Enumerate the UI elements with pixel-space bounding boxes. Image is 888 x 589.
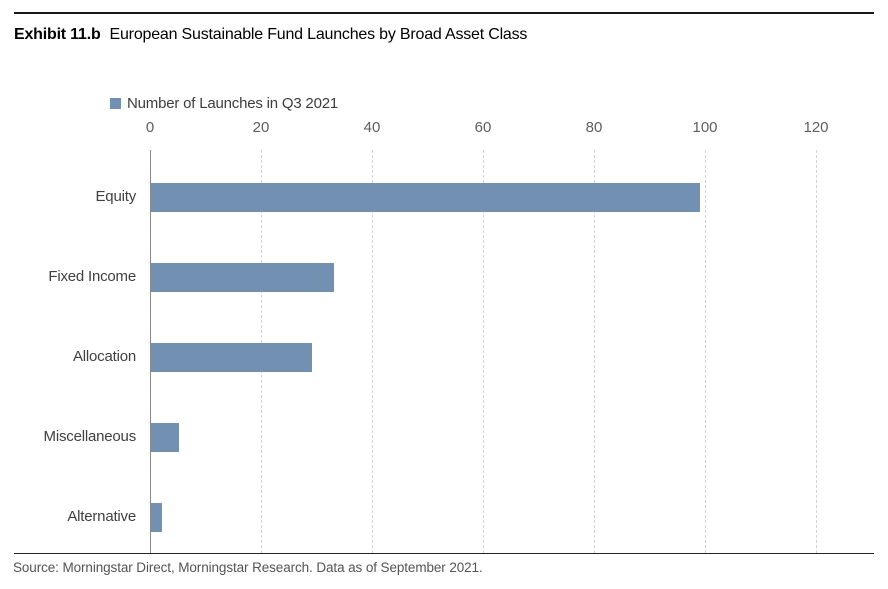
source-text: Source: Morningstar Direct, Morningstar … <box>13 560 483 575</box>
bar-miscellaneous <box>151 423 179 452</box>
gridline <box>594 150 595 553</box>
page-title: Exhibit 11.b European Sustainable Fund La… <box>14 26 527 44</box>
chart-legend: Number of Launches in Q3 2021 <box>110 95 338 112</box>
gridline <box>705 150 706 553</box>
bar-equity <box>151 183 701 212</box>
gridline <box>816 150 817 553</box>
bar-alternative <box>151 503 163 532</box>
legend-swatch-icon <box>110 98 121 109</box>
gridline <box>483 150 484 553</box>
page-title-text: European Sustainable Fund Launches by Br… <box>109 26 528 43</box>
category-label-alternative: Alternative <box>67 508 136 525</box>
x-axis-tick-label: 120 <box>803 119 829 136</box>
x-axis-tick-label: 0 <box>145 119 155 136</box>
exhibit-label: Exhibit 11.b <box>14 26 101 43</box>
x-axis-tick-label: 40 <box>363 119 381 136</box>
gridline <box>372 150 373 553</box>
x-axis-tick-label: 100 <box>692 119 718 136</box>
y-axis-line <box>150 150 151 553</box>
x-axis-tick-label: 20 <box>252 119 270 136</box>
legend-label: Number of Launches in Q3 2021 <box>127 95 339 112</box>
bar-fixed-income <box>151 263 335 292</box>
bottom-rule-divider <box>14 553 874 554</box>
category-label-allocation: Allocation <box>72 348 136 365</box>
bar-allocation <box>151 343 312 372</box>
category-label-miscellaneous: Miscellaneous <box>43 428 137 445</box>
x-axis-tick-label: 80 <box>585 119 603 136</box>
top-rule-divider <box>14 12 874 14</box>
category-label-equity: Equity <box>95 188 137 205</box>
category-label-fixed-income: Fixed Income <box>48 268 136 285</box>
x-axis-tick-label: 60 <box>474 119 492 136</box>
